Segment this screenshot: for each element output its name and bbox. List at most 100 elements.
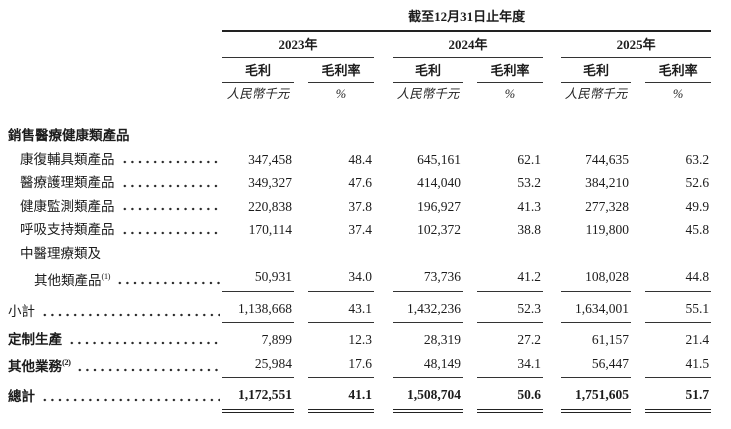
spacer (631, 291, 645, 323)
dot-leader (76, 363, 220, 373)
col-gross-profit: 毛利 (393, 57, 463, 83)
col-gross-profit: 毛利 (561, 57, 631, 83)
financial-table-page: 截至12月31日止年度 2023年 2024年 2025年 毛利 毛利率 毛利 … (0, 4, 731, 429)
cell-2023-gm: 37.4 (348, 222, 372, 238)
spacer (543, 264, 561, 291)
cell-2025-gp: 744,635 (585, 151, 629, 167)
cell-2023-gp: 7,899 (261, 332, 292, 348)
spacer (543, 194, 561, 218)
spacer (631, 323, 645, 351)
dot-leader (120, 156, 220, 166)
table-row: 定制生產 7,899 12.3 28,319 27.2 61,157 21.4 (8, 323, 711, 351)
spacer (294, 82, 308, 103)
spacer (374, 264, 393, 291)
cell-2024-gm: 34.1 (477, 350, 543, 379)
unit-rmb-thousand: 人民幣千元 (396, 86, 460, 101)
spacer (8, 82, 222, 103)
cell-2024-gp: 645,161 (417, 151, 461, 167)
spacer (294, 170, 308, 194)
spacer (8, 4, 222, 31)
spacer (374, 147, 393, 171)
spacer (543, 31, 561, 57)
spacer (294, 291, 308, 323)
table-row: 其他業務(2) 25,984 17.6 48,149 34.1 56,447 4… (8, 350, 712, 379)
dot-leader (120, 203, 220, 213)
spacer (631, 57, 645, 82)
dot-leader (68, 336, 220, 346)
dot-leader (41, 393, 220, 403)
spacer (543, 57, 561, 82)
spacer (463, 57, 477, 82)
spacer (294, 194, 308, 218)
col-gross-margin: 毛利率 (477, 57, 543, 83)
total-row: 總計 1,172,551 41.1 1,508,704 50.6 1,751,6… (8, 377, 712, 413)
spacer (8, 57, 222, 82)
spacer (463, 291, 477, 323)
spacer (463, 323, 477, 351)
spacer (222, 241, 711, 265)
cell-2024-gm: 53.2 (517, 175, 541, 191)
cell-2023-gp: 50,931 (222, 264, 294, 292)
cell-2025-gp: 384,210 (585, 175, 629, 191)
spacer (374, 378, 393, 411)
unit-percent: % (335, 86, 347, 101)
spacer (374, 323, 393, 351)
spacer (463, 170, 477, 194)
table-header-subcols-row: 毛利 毛利率 毛利 毛利率 毛利 毛利率 (8, 57, 712, 83)
col-gross-margin: 毛利率 (308, 57, 374, 83)
spacer (631, 194, 645, 218)
year-2024: 2024年 (393, 30, 543, 58)
dot-leader (120, 226, 220, 236)
cell-2024-gm: 50.6 (477, 377, 543, 413)
col-gross-margin: 毛利率 (645, 57, 712, 83)
cell-2024-gm: 41.2 (477, 264, 543, 292)
cell-2024-gp: 102,372 (417, 222, 461, 238)
spacer (631, 82, 645, 103)
spacer (374, 291, 393, 323)
spacer (374, 351, 393, 378)
spacer (543, 378, 561, 411)
cell-2023-gp: 220,838 (248, 198, 292, 214)
spacer (631, 351, 645, 378)
spacer (463, 264, 477, 291)
row-label: 其他業務(2) (8, 351, 222, 378)
cell-2023-gp: 170,114 (248, 222, 292, 238)
spacer (374, 194, 393, 218)
row-label: 定制生產 (8, 323, 222, 351)
cell-2023-gp: 1,138,668 (222, 291, 294, 324)
year-2023: 2023年 (222, 30, 374, 58)
cell-2024-gp: 1,508,704 (393, 377, 463, 413)
cell-2025-gp: 1,751,605 (561, 377, 631, 413)
cell-2023-gm: 12.3 (348, 332, 372, 348)
unit-rmb-thousand: 人民幣千元 (564, 86, 628, 101)
year-2025: 2025年 (561, 30, 712, 58)
cell-2025-gm: 21.4 (685, 332, 710, 348)
spacer-row (8, 103, 711, 123)
cell-2025-gm: 44.8 (645, 264, 712, 292)
cell-2024-gm: 41.3 (517, 198, 541, 214)
table-row-label-line1: 中醫理療類及 (8, 241, 711, 265)
table-row: 醫療護理類產品 349,327 47.6 414,040 53.2 384,21… (8, 170, 711, 194)
cell-2025-gp: 56,447 (561, 350, 631, 379)
cell-2023-gm: 17.6 (308, 350, 374, 379)
cell-2023-gm: 37.8 (348, 198, 372, 214)
cell-2023-gp: 347,458 (248, 151, 292, 167)
cell-2024-gp: 28,319 (423, 332, 461, 348)
spacer (463, 194, 477, 218)
spacer (294, 217, 308, 241)
cell-2023-gp: 25,984 (222, 350, 294, 379)
row-label: 呼吸支持類產品 (8, 217, 222, 241)
row-label: 醫療護理類產品 (8, 170, 222, 194)
spacer (543, 217, 561, 241)
cell-2023-gp: 349,327 (248, 175, 292, 191)
spacer (463, 378, 477, 411)
cell-2024-gp: 196,927 (417, 198, 461, 214)
cell-2024-gm: 27.2 (517, 332, 541, 348)
cell-2025-gp: 277,328 (585, 198, 629, 214)
spacer (374, 57, 393, 82)
cell-2025-gm: 45.8 (685, 222, 710, 238)
spacer (543, 323, 561, 351)
spacer (8, 31, 222, 57)
cell-2025-gm: 41.5 (645, 350, 712, 379)
spacer (294, 147, 308, 171)
